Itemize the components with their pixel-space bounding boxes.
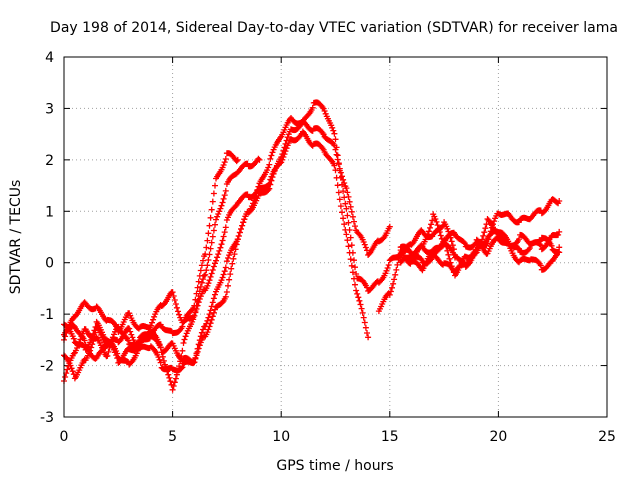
y-tick-label: 3 <box>45 101 54 117</box>
y-tick-label: 1 <box>45 204 54 220</box>
x-tick-label: 15 <box>381 429 399 445</box>
series-markers <box>61 128 372 393</box>
x-tick-label: 5 <box>168 429 177 445</box>
x-tick-label: 0 <box>60 429 69 445</box>
x-tick-label: 25 <box>598 429 616 445</box>
y-tick-label: -1 <box>40 307 54 323</box>
x-tick-label: 20 <box>489 429 507 445</box>
series-track-1 <box>61 128 372 393</box>
y-axis-label: SDTVAR / TECUs <box>8 180 24 295</box>
y-tick-label: -2 <box>40 359 54 375</box>
x-axis-label: GPS time / hours <box>276 458 393 474</box>
series-markers <box>61 99 458 382</box>
axis-ticks: -3 -2 -1 0 1 2 3 4 0 5 10 15 20 25 <box>40 50 616 445</box>
y-tick-label: -3 <box>40 410 54 426</box>
plot-border <box>63 56 608 418</box>
series-track-5 <box>61 99 458 382</box>
series-markers <box>397 228 563 266</box>
x-tick-label: 10 <box>272 429 290 445</box>
y-tick-label: 2 <box>45 153 54 169</box>
y-tick-label: 0 <box>45 256 54 272</box>
chart-title: Day 198 of 2014, Sidereal Day-to-day VTE… <box>50 20 618 36</box>
series-track-9 <box>397 228 563 266</box>
data-series <box>61 99 563 393</box>
y-tick-label: 4 <box>45 50 54 66</box>
